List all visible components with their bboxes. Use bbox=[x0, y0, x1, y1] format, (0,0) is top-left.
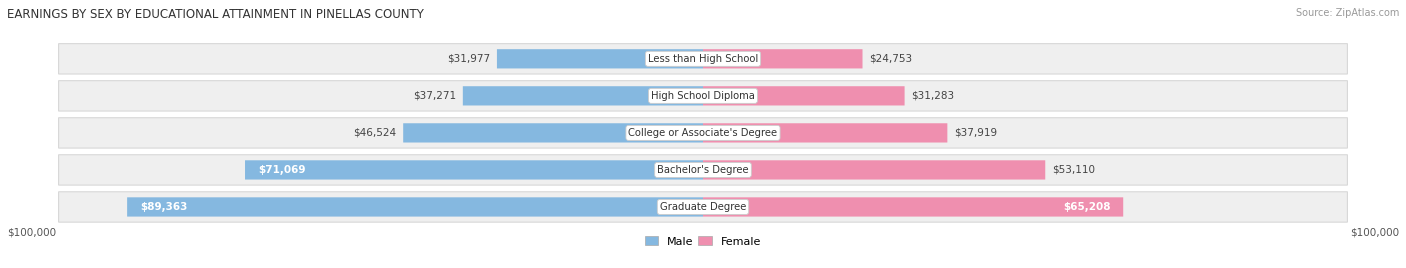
FancyBboxPatch shape bbox=[59, 155, 1347, 185]
FancyBboxPatch shape bbox=[703, 197, 1123, 217]
Legend: Male, Female: Male, Female bbox=[645, 236, 761, 247]
Text: High School Diploma: High School Diploma bbox=[651, 91, 755, 101]
Text: $53,110: $53,110 bbox=[1052, 165, 1095, 175]
FancyBboxPatch shape bbox=[127, 197, 703, 217]
Text: $89,363: $89,363 bbox=[141, 202, 187, 212]
Text: $65,208: $65,208 bbox=[1063, 202, 1111, 212]
Text: Less than High School: Less than High School bbox=[648, 54, 758, 64]
Text: $31,977: $31,977 bbox=[447, 54, 491, 64]
FancyBboxPatch shape bbox=[404, 123, 703, 143]
Text: $100,000: $100,000 bbox=[7, 227, 56, 237]
FancyBboxPatch shape bbox=[59, 118, 1347, 148]
FancyBboxPatch shape bbox=[703, 86, 904, 106]
Text: $71,069: $71,069 bbox=[257, 165, 305, 175]
Text: $24,753: $24,753 bbox=[869, 54, 912, 64]
Text: Source: ZipAtlas.com: Source: ZipAtlas.com bbox=[1295, 8, 1399, 18]
Text: $31,283: $31,283 bbox=[911, 91, 955, 101]
Text: Graduate Degree: Graduate Degree bbox=[659, 202, 747, 212]
Text: Bachelor's Degree: Bachelor's Degree bbox=[657, 165, 749, 175]
Text: EARNINGS BY SEX BY EDUCATIONAL ATTAINMENT IN PINELLAS COUNTY: EARNINGS BY SEX BY EDUCATIONAL ATTAINMEN… bbox=[7, 8, 423, 21]
FancyBboxPatch shape bbox=[703, 123, 948, 143]
Text: College or Associate's Degree: College or Associate's Degree bbox=[628, 128, 778, 138]
FancyBboxPatch shape bbox=[703, 49, 862, 68]
Text: $37,919: $37,919 bbox=[953, 128, 997, 138]
FancyBboxPatch shape bbox=[59, 44, 1347, 74]
FancyBboxPatch shape bbox=[59, 81, 1347, 111]
Text: $100,000: $100,000 bbox=[1350, 227, 1399, 237]
Text: $37,271: $37,271 bbox=[413, 91, 457, 101]
FancyBboxPatch shape bbox=[59, 192, 1347, 222]
FancyBboxPatch shape bbox=[496, 49, 703, 68]
FancyBboxPatch shape bbox=[245, 160, 703, 180]
FancyBboxPatch shape bbox=[703, 160, 1045, 180]
FancyBboxPatch shape bbox=[463, 86, 703, 106]
Text: $46,524: $46,524 bbox=[354, 128, 396, 138]
